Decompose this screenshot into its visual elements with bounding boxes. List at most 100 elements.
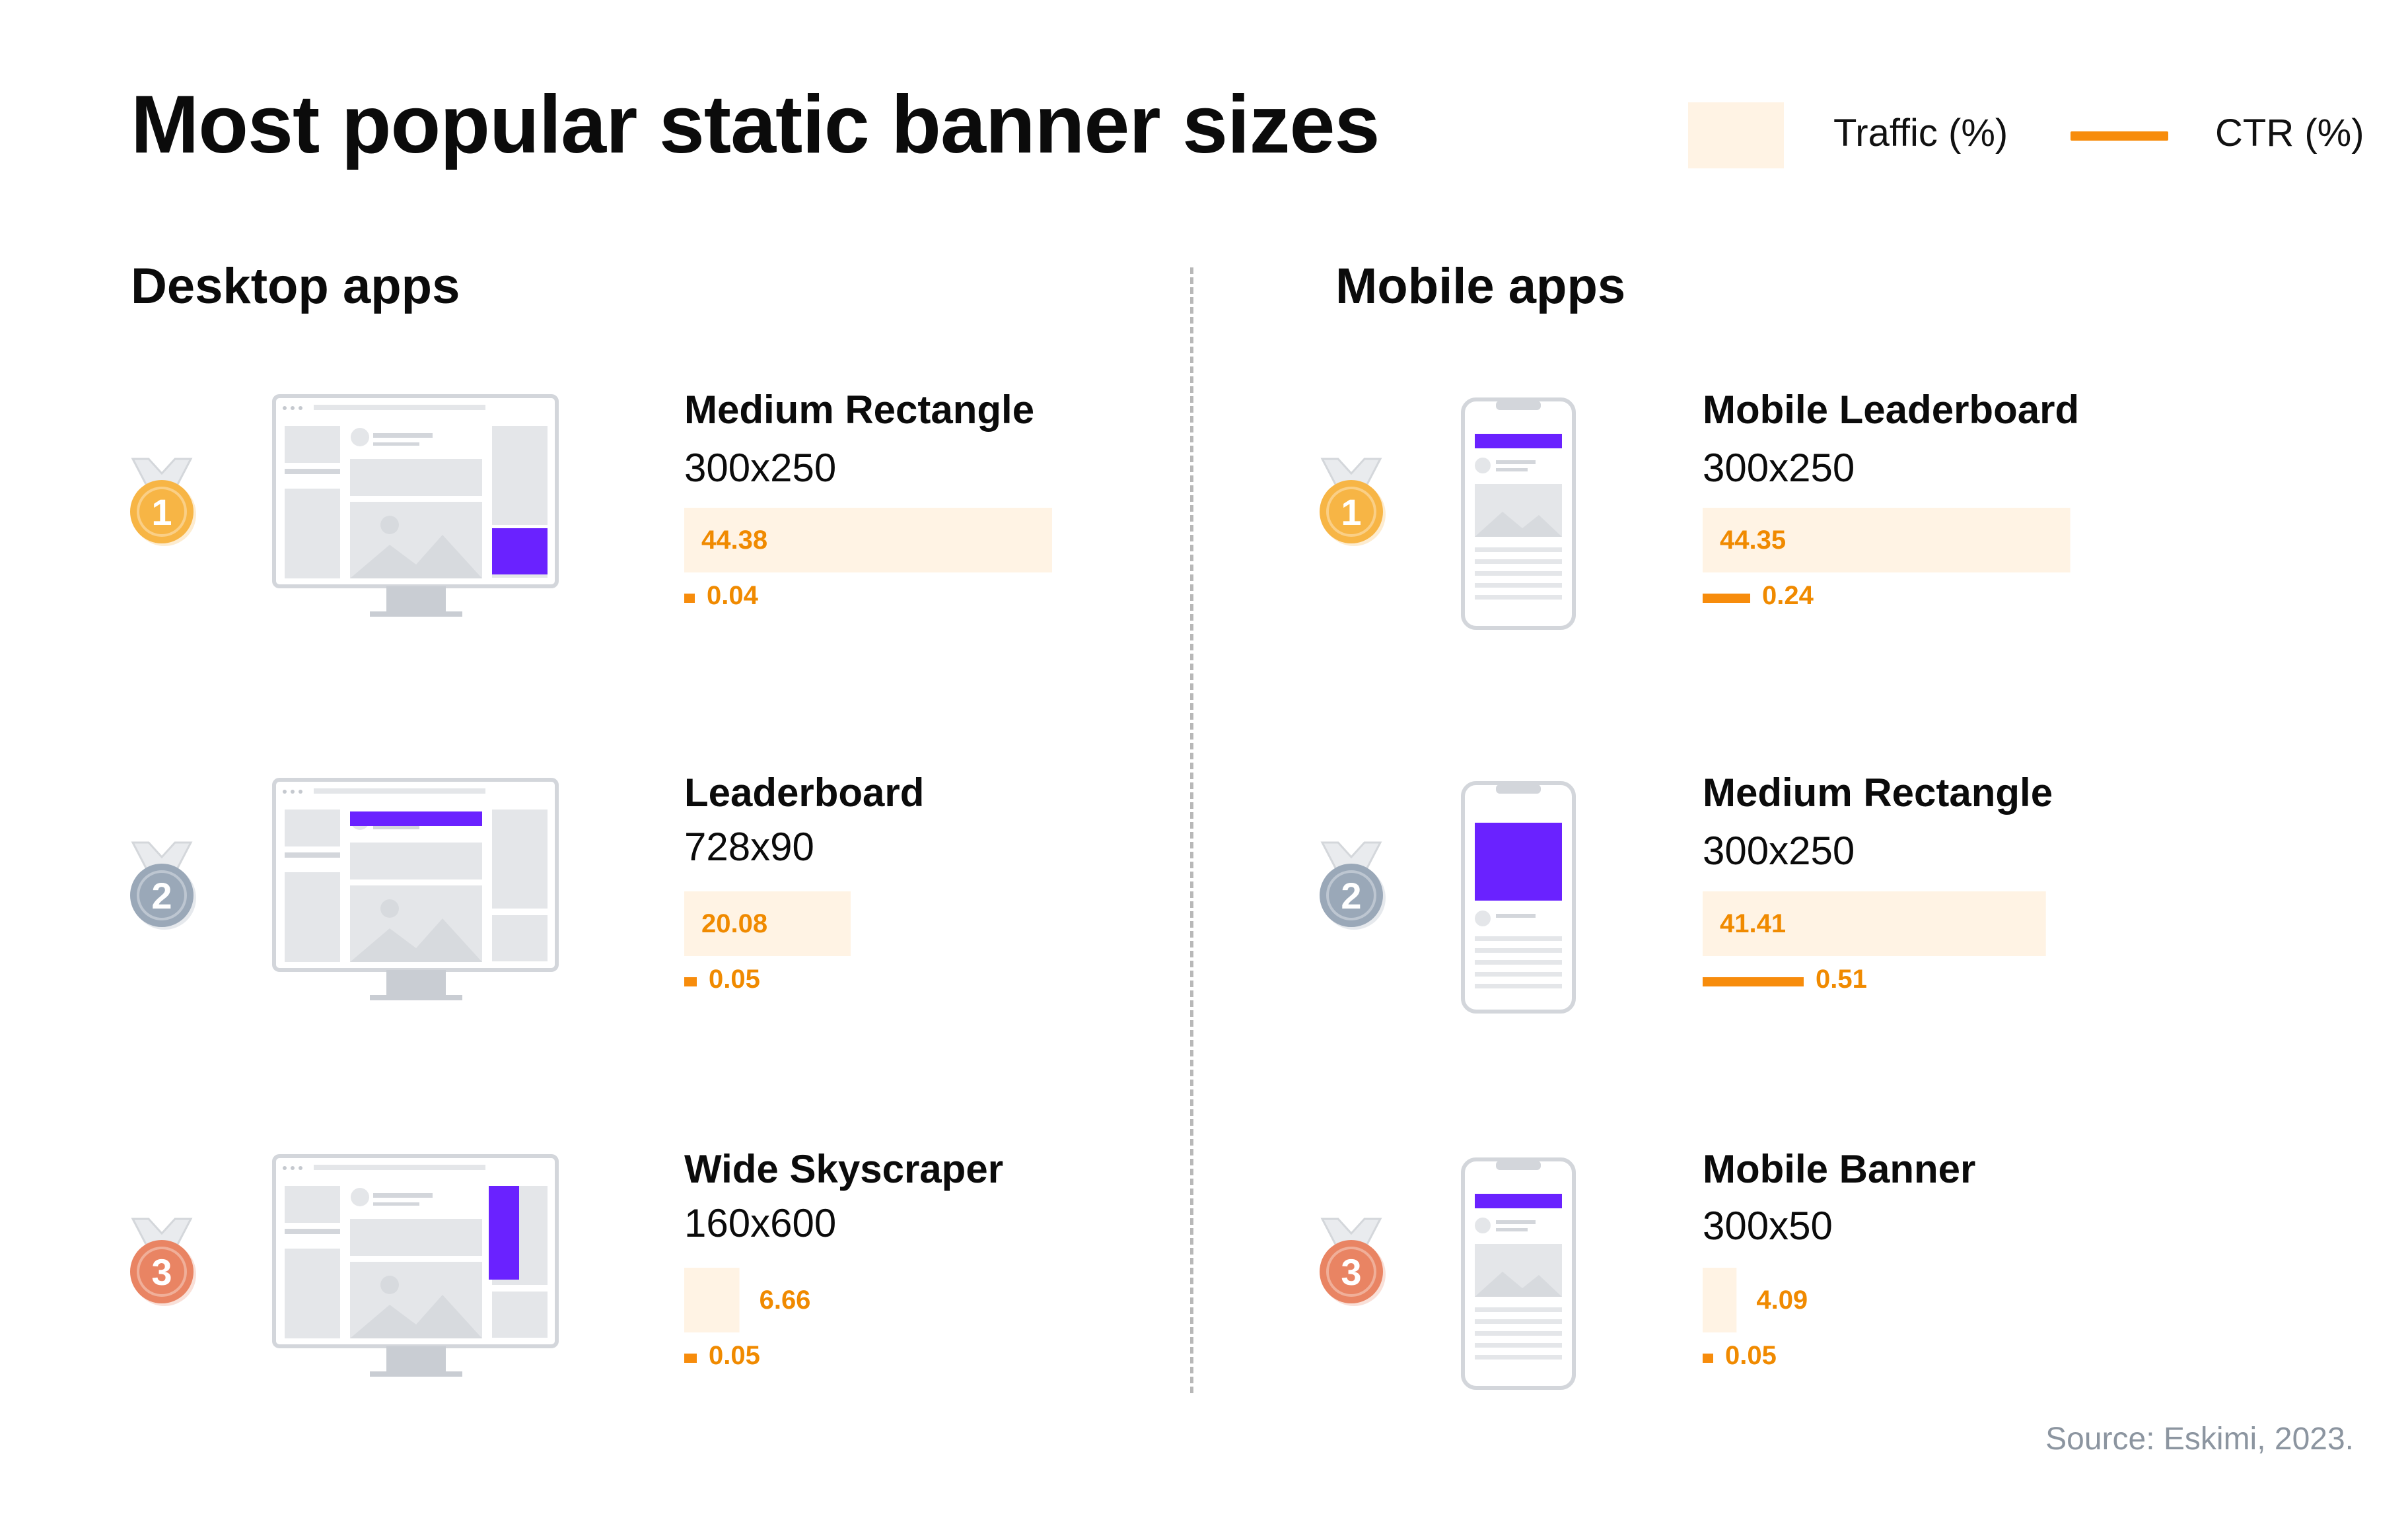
mobile-item-3-size: 300x50 bbox=[1703, 1204, 1833, 1248]
window-dot bbox=[291, 1166, 295, 1170]
ad-highlight-medium-rectangle bbox=[492, 528, 548, 574]
ad-highlight-leaderboard bbox=[350, 811, 482, 826]
ad-highlight-banner bbox=[1475, 434, 1562, 448]
desktop-ctr-bar-1 bbox=[684, 594, 695, 603]
window-dot bbox=[283, 790, 287, 794]
address-bar bbox=[314, 788, 485, 794]
medal-rank-label: 2 bbox=[151, 875, 172, 916]
desktop-item-2-size: 728x90 bbox=[684, 825, 814, 869]
desktop-medal-1-icon: 1 bbox=[130, 458, 196, 546]
content-block bbox=[350, 843, 482, 879]
avatar-placeholder bbox=[1475, 911, 1491, 926]
sidebar-block bbox=[492, 1292, 548, 1338]
mobile-item-1-name: Mobile Leaderboard bbox=[1703, 388, 2080, 432]
content-block bbox=[285, 872, 340, 962]
content-line bbox=[1496, 468, 1528, 471]
desktop-traffic-bar-1 bbox=[684, 508, 1052, 572]
phone-notch bbox=[1496, 1161, 1541, 1170]
monitor-base bbox=[370, 1371, 462, 1377]
avatar-placeholder bbox=[351, 1188, 369, 1206]
content-block bbox=[285, 1249, 340, 1338]
mobile-ctr-bar-3 bbox=[1703, 1354, 1713, 1363]
mobile-medal-3-icon: 3 bbox=[1320, 1218, 1386, 1306]
avatar-placeholder bbox=[1475, 458, 1491, 473]
desktop-item-3-name: Wide Skyscraper bbox=[684, 1147, 1004, 1191]
desktop-ctr-bar-3 bbox=[684, 1354, 697, 1363]
desktop-ctr-bar-2 bbox=[684, 977, 697, 986]
medal-rank-label: 3 bbox=[151, 1251, 172, 1293]
image-sun bbox=[380, 899, 399, 918]
medal-rank-label: 1 bbox=[151, 491, 172, 533]
window-dot bbox=[291, 790, 295, 794]
mobile-traffic-bar-3 bbox=[1703, 1268, 1737, 1332]
image-sun bbox=[380, 516, 399, 534]
desktop-ctr-label-2: 0.05 bbox=[709, 965, 760, 994]
content-block bbox=[285, 426, 340, 463]
mobile-medium-rectangle-icon bbox=[1461, 781, 1576, 1014]
content-line bbox=[1475, 1319, 1562, 1324]
ad-highlight-skyscraper bbox=[489, 1186, 519, 1280]
legend-ctr-label: CTR (%) bbox=[2215, 112, 2364, 155]
content-line bbox=[1475, 595, 1562, 600]
content-block bbox=[285, 489, 340, 578]
medal-inner bbox=[139, 873, 184, 918]
sidebar-block bbox=[492, 426, 548, 525]
content-line bbox=[373, 1193, 433, 1198]
mobile-ctr-bar-1 bbox=[1703, 594, 1750, 603]
image-mountain bbox=[350, 1295, 482, 1338]
medal-inner bbox=[1329, 873, 1374, 918]
content-line bbox=[285, 852, 340, 858]
legend-ctr-line bbox=[2071, 131, 2168, 141]
address-bar bbox=[314, 1165, 485, 1170]
desktop-wide-skyscraper-icon bbox=[272, 1154, 559, 1377]
content-block bbox=[285, 810, 340, 846]
content-line bbox=[1475, 1331, 1562, 1336]
content-line bbox=[373, 442, 419, 446]
mobile-traffic-bar-1 bbox=[1703, 508, 2071, 572]
sidebar-block bbox=[492, 810, 548, 909]
desktop-traffic-bar-2 bbox=[684, 891, 851, 956]
mobile-banner-icon bbox=[1461, 1157, 1576, 1390]
content-line bbox=[1475, 1343, 1562, 1348]
mobile-item-2-size: 300x250 bbox=[1703, 829, 1855, 873]
window-dot bbox=[299, 406, 302, 410]
content-line bbox=[1475, 583, 1562, 588]
monitor-base bbox=[370, 995, 462, 1000]
content-line bbox=[1475, 547, 1562, 552]
desktop-ctr-label-1: 0.04 bbox=[707, 581, 759, 610]
medal-inner bbox=[139, 489, 184, 534]
mobile-item-1-size: 300x250 bbox=[1703, 446, 1855, 490]
medal-inner bbox=[139, 1249, 184, 1294]
image-mountain bbox=[350, 918, 482, 962]
content-line bbox=[285, 469, 340, 474]
desktop-medal-2-icon: 2 bbox=[130, 841, 196, 930]
content-line bbox=[373, 433, 433, 438]
desktop-traffic-bar-3 bbox=[684, 1268, 740, 1332]
legend-traffic-swatch bbox=[1688, 102, 1784, 168]
content-line bbox=[285, 1229, 340, 1234]
medal-rank-label: 1 bbox=[1341, 491, 1361, 533]
avatar-placeholder bbox=[1475, 1218, 1491, 1233]
mobile-traffic-label-3: 4.09 bbox=[1756, 1286, 1808, 1315]
content-line bbox=[373, 1202, 419, 1206]
content-line bbox=[1496, 460, 1536, 464]
mobile-medal-1-icon: 1 bbox=[1320, 458, 1386, 546]
mobile-leaderboard-icon bbox=[1461, 397, 1576, 630]
window-dot bbox=[283, 1166, 287, 1170]
address-bar bbox=[314, 405, 485, 410]
content-line bbox=[1475, 1355, 1562, 1360]
desktop-item-2-name: Leaderboard bbox=[684, 771, 925, 815]
monitor-neck bbox=[386, 586, 446, 613]
monitor-base bbox=[370, 611, 462, 617]
sidebar-block bbox=[492, 915, 548, 961]
content-line bbox=[1475, 984, 1562, 988]
medal-rank-label: 3 bbox=[1341, 1251, 1361, 1293]
mobile-ctr-label-2: 0.51 bbox=[1816, 965, 1867, 994]
monitor-neck bbox=[386, 1346, 446, 1373]
content-line bbox=[1496, 914, 1536, 918]
window-dot bbox=[299, 1166, 302, 1170]
desktop-medal-3-icon: 3 bbox=[130, 1218, 196, 1306]
image-mountain bbox=[350, 535, 482, 578]
content-line bbox=[1475, 972, 1562, 977]
desktop-item-1-size: 300x250 bbox=[684, 446, 837, 490]
